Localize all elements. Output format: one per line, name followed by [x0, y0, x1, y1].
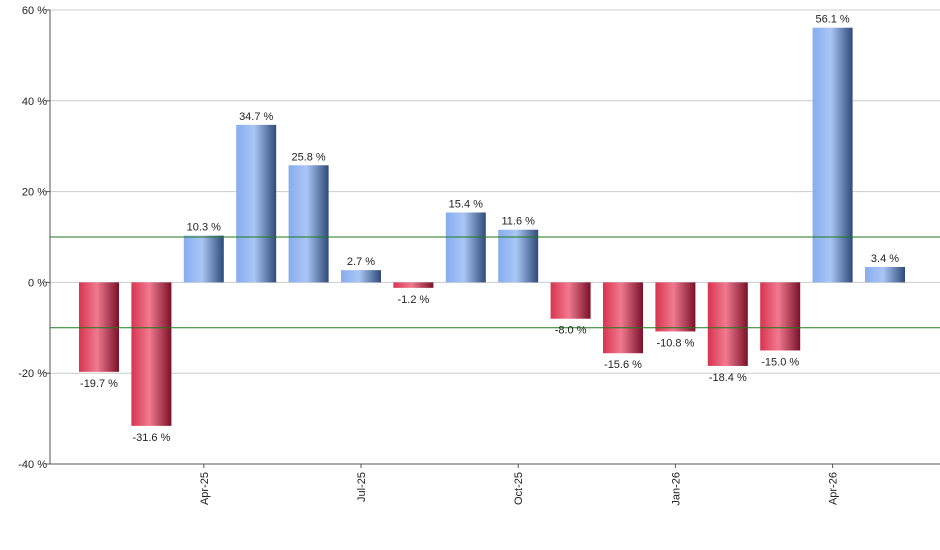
y-tick-label: 40 % — [22, 96, 47, 108]
data-label: 34.7 % — [239, 111, 273, 123]
x-tick-label: Oct-25 — [513, 472, 525, 505]
data-label: -19.7 % — [80, 378, 118, 390]
bar-jan-26 — [655, 282, 696, 332]
data-label: 11.6 % — [501, 216, 535, 228]
y-tick-label: -40 % — [18, 459, 47, 471]
bar-mar-25 — [131, 282, 172, 426]
bar-mar-26 — [760, 282, 801, 351]
data-label: 2.7 % — [347, 256, 375, 268]
bar-may-26 — [865, 266, 905, 283]
y-tick-labels: -40 % -20 % 0 % 20 % 40 % 60 % — [18, 5, 47, 471]
data-label: 56.1 % — [815, 14, 849, 26]
x-tick-label: Jan-26 — [670, 472, 682, 506]
bar-apr-26 — [812, 27, 853, 283]
bar-jun-25 — [288, 165, 329, 283]
bar-dec-25 — [603, 282, 643, 354]
bar-apr-25 — [183, 235, 224, 283]
bar-oct-25 — [498, 229, 539, 283]
bar-aug-25 — [393, 282, 434, 288]
x-tick-labels: Apr-25 Jul-25 Oct-25 Jan-26 Apr-26 — [199, 472, 840, 506]
data-label: -10.8 % — [656, 337, 694, 349]
x-tick-label: Apr-25 — [199, 472, 211, 505]
bar-may-25 — [236, 124, 277, 283]
y-tick-label: 0 % — [28, 277, 47, 289]
reference-lines — [50, 236, 940, 329]
bar-nov-25 — [550, 282, 591, 319]
data-label: 25.8 % — [291, 151, 325, 163]
bar-feb-25 — [79, 282, 119, 372]
data-label: -1.2 % — [398, 294, 430, 306]
bar-feb-26 — [707, 282, 748, 366]
data-label: -15.0 % — [761, 357, 799, 369]
bars — [79, 27, 905, 426]
axes — [46, 9, 940, 468]
data-label: -15.6 % — [604, 359, 642, 371]
data-label: -8.0 % — [555, 325, 587, 337]
y-tick-label: -20 % — [18, 368, 47, 380]
x-tick-label: Apr-26 — [828, 472, 840, 505]
data-label: 3.4 % — [871, 253, 899, 265]
y-tick-label: 60 % — [22, 5, 47, 17]
data-labels: -19.7 % -31.6 % 10.3 % 34.7 % 25.8 % 2.7 % -1.… — [80, 14, 899, 444]
data-label: 10.3 % — [187, 222, 221, 234]
x-tick-label: Jul-25 — [356, 472, 368, 502]
y-tick-label: 20 % — [22, 187, 47, 199]
bar-sep-25 — [445, 212, 486, 283]
bar-jul-25 — [341, 270, 381, 283]
data-label: -18.4 % — [709, 372, 747, 384]
data-label: -31.6 % — [132, 432, 170, 444]
data-label: 15.4 % — [449, 198, 483, 210]
